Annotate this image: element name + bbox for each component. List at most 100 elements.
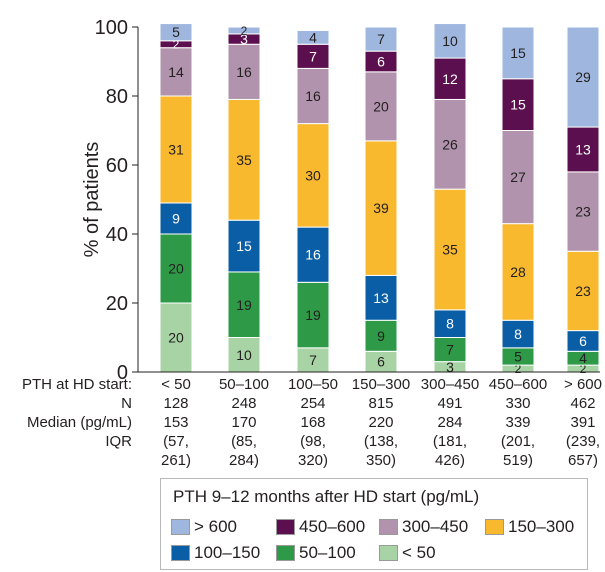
legend-item: 150–300 [485,517,574,537]
bar-value-label: 35 [442,242,458,258]
table-cell: 284 [437,414,462,431]
table-cell: 519) [503,452,533,469]
legend-label: > 600 [194,517,238,536]
bar-segment [364,26,398,52]
legend-item: 50–100 [276,543,356,563]
x-tick-label: < 50 [161,376,191,393]
bar-value-label: 31 [168,142,184,158]
bar-segment [501,319,535,349]
table-cell: 153 [163,414,188,431]
legend-swatch [379,545,398,561]
bar-segment [433,57,467,100]
legend-label: 450–600 [299,517,366,536]
table-cell: 462 [570,395,595,412]
bar-segment [159,23,193,42]
bar-segment [566,171,600,252]
bar-segment [364,140,398,276]
bar-value-label: 28 [510,264,526,280]
y-tick-label: 60 [106,155,128,177]
bar-segment [296,67,330,125]
bar-segment [296,29,330,45]
bar-value-label: 13 [575,142,591,158]
table-row-label: N [121,395,132,412]
legend-label: 300–450 [402,517,469,536]
legend-swatch [171,519,190,535]
bar-value-label: 2 [515,362,522,376]
x-tick-label: 50–100 [219,376,269,393]
legend-item: 100–150 [171,543,260,563]
table-row-label: Median (pg/mL) [27,414,132,431]
bar-segment [296,281,330,349]
legend-swatch [485,519,504,535]
bar-value-label: 14 [168,64,184,80]
legend-swatch [379,519,398,535]
legend-label: 150–300 [508,517,575,536]
legend-swatch [171,545,190,561]
legend-swatch [276,545,295,561]
bar-value-label: 8 [514,326,522,342]
bar-segment [159,202,193,235]
table-cell: 254 [300,395,325,412]
legend-item: 450–600 [276,517,365,537]
table-cell: (98, [300,433,326,450]
bar-value-label: 4 [309,29,317,45]
table-cell: 320) [298,452,328,469]
bar-value-label: 5 [514,349,522,365]
table-cell: 815 [368,395,393,412]
bar-segment [433,188,467,311]
bar-segment [159,233,193,304]
bar-segment [227,26,261,35]
table-cell: (201, [501,433,535,450]
bar-value-label: 23 [575,283,591,299]
bar-segment [364,71,398,142]
bar-value-label: 2 [173,38,180,52]
bar-segment [227,98,261,221]
y-tick-label: 100 [95,17,128,39]
table-cell: 339 [505,414,530,431]
bar-value-label: 10 [442,33,458,49]
table-cell: (57, [163,433,189,450]
bar-segment [433,98,467,190]
bar-segment [566,250,600,332]
legend-label: 50–100 [299,543,356,562]
x-tick-label: 100–50 [288,376,338,393]
table-cell: (85, [231,433,257,450]
bar-value-label: 4 [579,350,587,366]
bar-value-label: 5 [172,24,180,40]
legend-item: 300–450 [379,517,468,537]
bar-value-label: 27 [510,169,526,185]
legend-item: < 50 [379,543,436,563]
bar-segment [296,123,330,228]
bar-value-label: 39 [373,200,389,216]
y-tick-label: 80 [106,86,128,108]
bar-segment [501,223,535,321]
bar-segment [566,126,600,173]
bar-value-label: 6 [377,354,385,370]
bar-value-label: 7 [309,48,317,64]
table-cell: (239, [566,433,600,450]
bar-value-label: 7 [446,342,454,358]
bar-segment [227,219,261,273]
bar-value-label: 15 [236,238,252,254]
table-cell: 261) [161,452,191,469]
legend-label: < 50 [402,543,436,562]
bar-segment [296,226,330,283]
bar-value-label: 6 [377,54,385,70]
table-cell: 491 [437,395,462,412]
bar-segment [433,337,467,363]
bar-value-label: 8 [446,316,454,332]
table-cell: (138, [364,433,398,450]
bar-value-label: 2 [580,362,587,376]
bar-value-label: 20 [168,330,184,346]
bar-value-label: 15 [510,97,526,113]
bar-value-label: 15 [510,45,526,61]
table-cell: 128 [163,395,188,412]
bar-value-label: 6 [579,333,587,349]
legend-swatch [276,519,295,535]
table-row-label: IQR [105,433,132,450]
table-cell: (181, [433,433,467,450]
bar-value-label: 3 [240,31,248,47]
bar-value-label: 30 [305,167,321,183]
bar-value-label: 7 [309,352,317,368]
bar-value-label: 26 [442,136,458,152]
